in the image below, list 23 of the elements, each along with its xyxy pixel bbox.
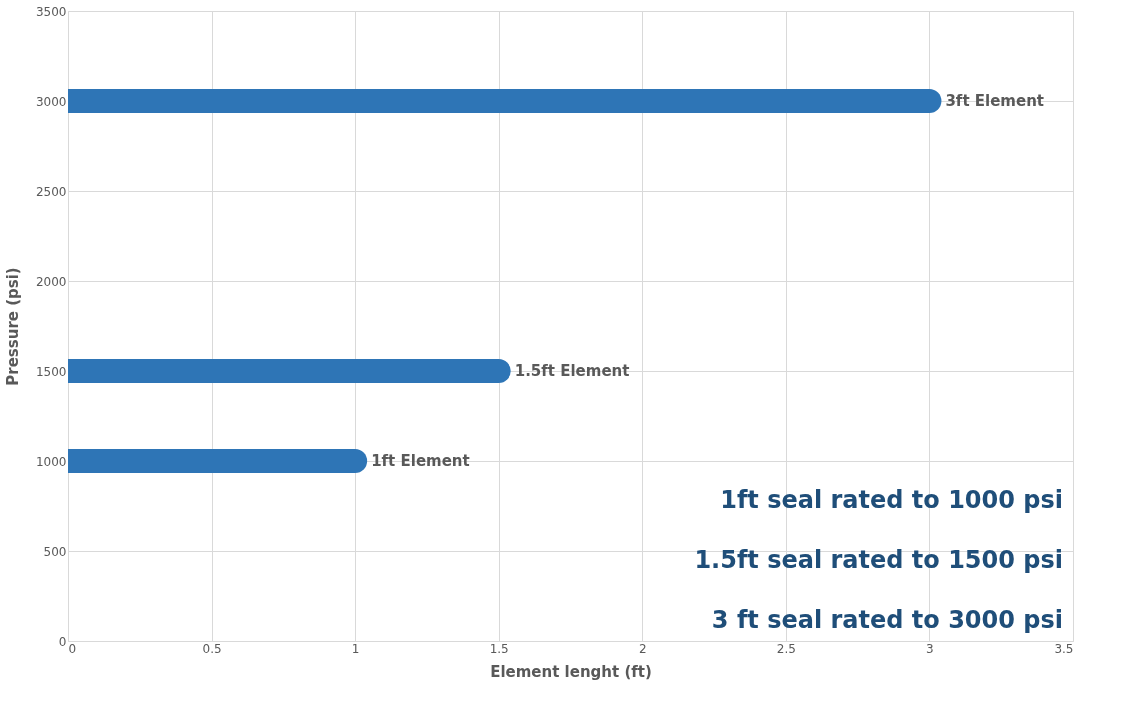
y-tick-label: 1500 [35, 364, 67, 379]
x-tick-label: 3.5 [1054, 641, 1074, 656]
x-tick-label: 1.5 [489, 641, 509, 656]
annotation: 1ft seal rated to 1000 psi [720, 486, 1063, 514]
series-label: 3ft Element [945, 92, 1045, 110]
x-tick-label: 0.5 [202, 641, 222, 656]
x-tick-label: 2 [638, 641, 647, 656]
series-label: 1.5ft Element [514, 362, 630, 380]
annotation: 3 ft seal rated to 3000 psi [711, 606, 1063, 634]
x-tick-label: 0 [68, 641, 77, 656]
x-axis-title: Element lenght (ft) [490, 662, 652, 681]
y-tick-label: 1000 [35, 454, 67, 469]
annotation: 1.5ft seal rated to 1500 psi [694, 546, 1063, 574]
series-label: 1ft Element [371, 452, 470, 470]
y-tick-label: 3500 [35, 4, 67, 19]
x-tick-label: 1 [351, 641, 360, 656]
y-tick-label: 3000 [35, 94, 67, 109]
y-axis-title: Pressure (psi) [3, 267, 22, 386]
x-tick-label: 3 [926, 641, 934, 656]
x-tick-label: 2.5 [776, 641, 796, 656]
y-tick-label: 2500 [35, 184, 67, 199]
y-tick-label: 500 [43, 544, 67, 559]
y-tick-label: 2000 [35, 274, 67, 289]
